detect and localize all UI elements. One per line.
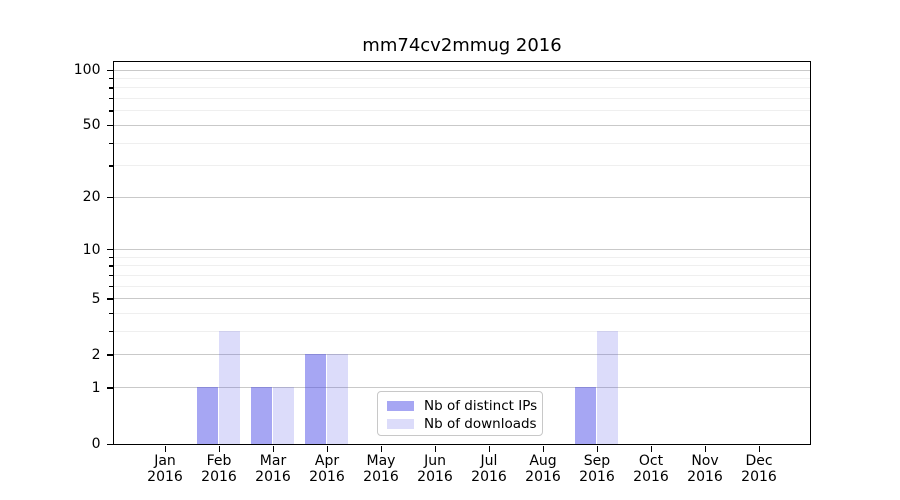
x-tick-label-dec: Dec 2016	[741, 453, 777, 485]
gridline-minor	[113, 285, 810, 287]
legend-label-downloads: Nb of downloads	[424, 416, 537, 432]
bar-feb-downloads	[218, 331, 241, 444]
gridline-minor	[113, 77, 810, 79]
bar-feb-distinct-ips	[196, 387, 219, 444]
x-tick-mark	[542, 445, 544, 452]
gridline-minor	[113, 87, 810, 89]
x-tick-mark	[758, 445, 760, 452]
gridline-major	[113, 387, 810, 389]
gridline-major	[113, 69, 810, 71]
x-tick-label-sep: Sep 2016	[579, 453, 615, 485]
x-tick-mark	[272, 445, 274, 452]
legend-swatch-downloads	[387, 419, 414, 429]
y-tick-mark-minor	[109, 110, 113, 112]
chart-title: mm74cv2mmug 2016	[362, 35, 562, 56]
y-tick-mark-minor	[109, 98, 113, 100]
x-tick-mark	[380, 445, 382, 452]
x-tick-label-apr: Apr 2016	[309, 453, 345, 485]
y-tick-mark-minor	[109, 331, 113, 333]
y-tick-label: 1	[91, 379, 101, 396]
bar-apr-downloads	[326, 354, 349, 444]
y-tick-label: 5	[91, 290, 101, 307]
x-tick-mark	[434, 445, 436, 452]
y-tick-mark	[106, 387, 113, 389]
x-tick-mark	[488, 445, 490, 452]
x-tick-label-jul: Jul 2016	[471, 453, 507, 485]
x-tick-mark	[596, 445, 598, 452]
y-tick-mark	[106, 196, 113, 199]
y-tick-mark	[106, 443, 113, 445]
x-tick-mark	[164, 445, 166, 452]
gridline-minor	[113, 110, 810, 112]
y-tick-mark	[106, 249, 113, 251]
y-tick-mark-minor	[109, 165, 113, 167]
gridline-minor	[113, 265, 810, 267]
bar-mar-downloads	[272, 387, 295, 444]
legend-item-downloads: Nb of downloads	[387, 416, 542, 432]
y-tick-mark	[106, 354, 113, 356]
gridline-minor	[113, 142, 810, 144]
y-tick-mark	[106, 69, 113, 71]
y-tick-mark-minor	[109, 77, 113, 80]
y-tick-label: 2	[91, 346, 101, 363]
gridline-minor	[113, 256, 810, 258]
x-tick-label-mar: Mar 2016	[255, 453, 291, 485]
y-tick-label: 50	[82, 117, 101, 134]
y-tick-mark	[106, 124, 113, 127]
gridline-minor	[113, 165, 810, 167]
x-tick-label-feb: Feb 2016	[201, 453, 237, 485]
bar-apr-distinct-ips	[304, 354, 327, 444]
x-tick-label-aug: Aug 2016	[525, 453, 561, 485]
gridline-major	[113, 196, 810, 198]
y-tick-mark-minor	[109, 313, 113, 315]
gridline-major	[113, 354, 810, 356]
x-tick-mark	[326, 445, 328, 452]
x-tick-label-jan: Jan 2016	[147, 453, 183, 485]
gridline-minor	[113, 313, 810, 315]
x-tick-mark	[704, 445, 706, 452]
bar-sep-downloads	[596, 331, 619, 444]
x-tick-label-oct: Oct 2016	[633, 453, 669, 485]
x-tick-label-jun: Jun 2016	[417, 453, 453, 485]
gridline-major	[113, 298, 810, 300]
y-tick-label: 10	[82, 241, 101, 258]
plot-area	[112, 60, 811, 445]
gridline-minor	[113, 274, 810, 276]
y-tick-mark-minor	[109, 142, 113, 144]
y-tick-mark-minor	[109, 274, 113, 277]
gridline-major	[113, 124, 810, 126]
legend-label-distinct-ips: Nb of distinct IPs	[424, 398, 538, 414]
legend-item-distinct-ips: Nb of distinct IPs	[387, 398, 542, 414]
y-tick-mark-minor	[109, 87, 113, 89]
y-tick-mark	[106, 298, 113, 300]
x-tick-mark	[650, 445, 652, 452]
bar-mar-distinct-ips	[250, 387, 273, 444]
gridline-major	[113, 249, 810, 251]
y-tick-label: 20	[82, 189, 101, 206]
y-tick-label: 100	[73, 62, 101, 78]
gridline-minor	[113, 98, 810, 100]
x-tick-label-nov: Nov 2016	[687, 453, 723, 485]
legend-swatch-distinct-ips	[387, 401, 414, 411]
y-tick-mark-minor	[109, 265, 113, 267]
x-tick-label-may: May 2016	[363, 453, 399, 485]
y-tick-mark-minor	[109, 285, 113, 288]
bar-sep-distinct-ips	[574, 387, 597, 444]
legend: Nb of distinct IPs Nb of downloads	[377, 391, 543, 436]
gridline-minor	[113, 331, 810, 333]
x-tick-mark	[218, 445, 220, 452]
y-tick-mark-minor	[109, 256, 113, 259]
y-tick-label: 0	[91, 436, 101, 452]
